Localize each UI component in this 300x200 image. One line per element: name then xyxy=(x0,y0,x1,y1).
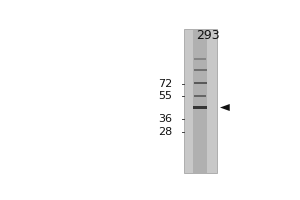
Bar xyxy=(195,119,206,120)
Text: 55: 55 xyxy=(158,91,172,101)
Polygon shape xyxy=(220,104,230,111)
Bar xyxy=(194,58,206,60)
Bar xyxy=(193,106,207,109)
Bar xyxy=(184,29,217,173)
Text: 36: 36 xyxy=(158,114,172,124)
Bar xyxy=(194,95,206,97)
Text: 293: 293 xyxy=(196,29,220,42)
Text: 28: 28 xyxy=(158,127,172,137)
Bar xyxy=(194,69,206,71)
Text: 72: 72 xyxy=(158,79,172,89)
Bar xyxy=(194,82,206,84)
Bar xyxy=(193,29,207,173)
